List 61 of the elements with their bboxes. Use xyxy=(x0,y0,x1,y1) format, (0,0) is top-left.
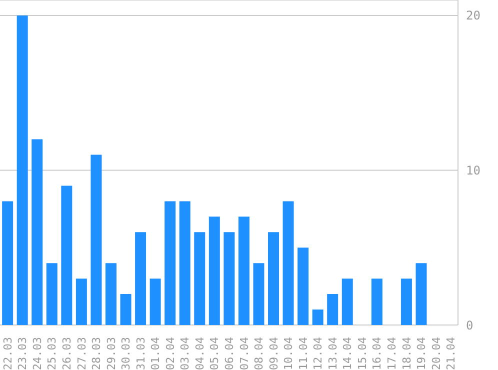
bar xyxy=(135,232,146,325)
x-tick-label: 28.03 xyxy=(90,337,104,370)
bar xyxy=(90,154,102,325)
bar xyxy=(298,248,309,325)
x-tick-label: 03.04 xyxy=(178,336,192,370)
y-tick-label: 10 xyxy=(466,164,480,178)
bar xyxy=(371,278,382,325)
x-tick-label: 09.04 xyxy=(267,336,280,370)
x-tick-label: 16.04 xyxy=(370,336,384,370)
bar xyxy=(327,294,338,325)
x-tick-label: 10.04 xyxy=(282,336,296,370)
x-tick-label: 07.04 xyxy=(238,336,251,370)
x-tick-label: 06.04 xyxy=(223,336,236,370)
x-tick-label: 19.04 xyxy=(415,336,428,370)
bar xyxy=(32,139,43,325)
x-tick-label: 14.04 xyxy=(341,336,354,370)
x-tick-label: 08.04 xyxy=(252,336,266,370)
x-tick-label: 25.03 xyxy=(46,337,59,370)
bar xyxy=(208,216,220,325)
bar xyxy=(46,263,58,325)
x-tick-label: 18.04 xyxy=(400,336,414,370)
x-tick-label: 27.03 xyxy=(75,337,88,370)
x-tick-label: 22.03 xyxy=(1,337,14,370)
bar xyxy=(179,201,190,325)
y-tick-label: 0 xyxy=(466,318,474,332)
x-tick-label: 20.04 xyxy=(430,336,443,370)
bar xyxy=(2,201,14,325)
bar xyxy=(400,278,412,325)
bar xyxy=(120,294,132,325)
bar xyxy=(61,186,72,325)
x-tick-label: 15.04 xyxy=(356,336,369,370)
x-tick-label: 04.04 xyxy=(193,336,206,370)
bar xyxy=(416,263,427,325)
bar xyxy=(16,15,28,325)
x-tick-label: 02.04 xyxy=(164,336,177,370)
bar xyxy=(268,232,280,325)
x-tick-label: 31.03 xyxy=(134,337,148,370)
x-tick-label: 01.04 xyxy=(149,336,162,370)
x-tick-label: 24.03 xyxy=(30,337,44,370)
x-tick-label: 26.03 xyxy=(60,337,74,370)
x-tick-label: 21.04 xyxy=(444,336,458,370)
bar xyxy=(150,278,161,325)
x-tick-label: 30.03 xyxy=(120,337,133,370)
bar xyxy=(312,310,324,325)
bar xyxy=(194,232,206,325)
bar xyxy=(164,201,176,325)
x-tick-label: 05.04 xyxy=(208,336,222,370)
bar xyxy=(105,263,116,325)
x-tick-label: 23.03 xyxy=(16,337,30,370)
bar xyxy=(342,278,353,325)
x-tick-label: 13.04 xyxy=(326,336,340,370)
x-tick-label: 17.04 xyxy=(386,336,399,370)
x-tick-label: 11.04 xyxy=(296,336,310,370)
bar xyxy=(282,201,294,325)
bar xyxy=(253,263,264,325)
x-tick-label: 12.04 xyxy=(312,336,325,370)
y-tick-label: 20 xyxy=(466,8,480,23)
bar xyxy=(224,232,235,325)
x-tick-label: 29.03 xyxy=(104,337,118,370)
bar xyxy=(76,278,87,325)
bar xyxy=(238,216,250,325)
